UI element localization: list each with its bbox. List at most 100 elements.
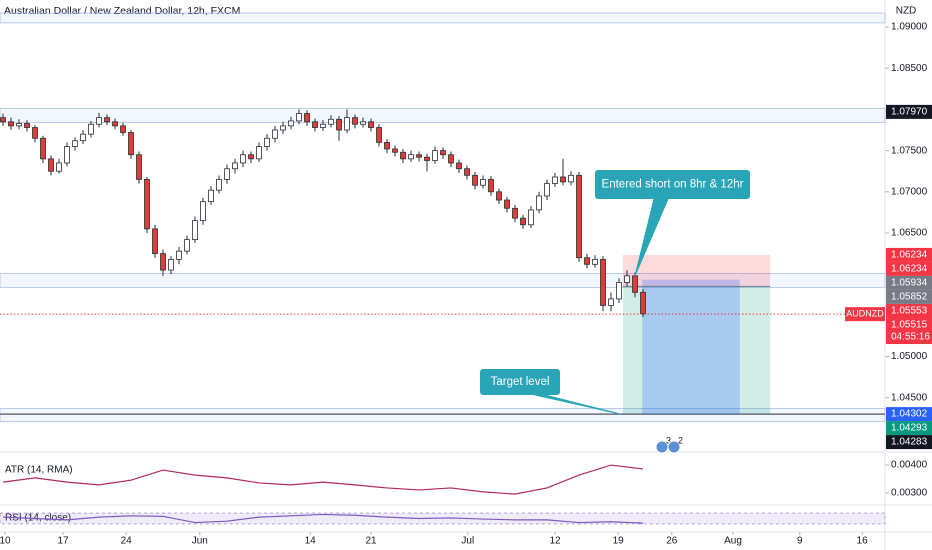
candle-body [456, 162, 462, 170]
candle-body [480, 179, 486, 186]
candle-body [376, 127, 382, 143]
candle-body [576, 174, 582, 259]
candle-body [336, 118, 342, 131]
price-tag [886, 421, 932, 436]
y-tick-label: 1.07500 [891, 145, 928, 156]
candle-body [312, 121, 318, 128]
symbol-label: AUDNZD [846, 309, 884, 319]
candle-body [152, 228, 158, 255]
x-tick-label: 9 [797, 536, 803, 547]
reward-zone [623, 286, 771, 415]
indicator-line [2, 464, 644, 495]
candle-body [96, 117, 102, 125]
price-tag-label: 1.07970 [891, 107, 928, 118]
candle-body [320, 123, 326, 128]
callout-text: Target level [491, 376, 550, 388]
candle-body [168, 258, 174, 271]
zone [0, 272, 886, 288]
candle-body [216, 179, 222, 191]
candle-body [264, 137, 270, 147]
candle-body [120, 125, 126, 133]
price-tag [886, 435, 932, 450]
candle-body [344, 117, 350, 131]
candle-body [416, 154, 422, 158]
candle-body [568, 174, 574, 183]
candle-body [520, 217, 526, 226]
candle-body [64, 146, 70, 164]
price-tag-label: 1.05515 [891, 320, 928, 331]
risk-zone [623, 254, 771, 287]
x-tick-label: Jun [192, 536, 208, 547]
candle-body [400, 151, 406, 160]
price-tag-label: 1.04283 [891, 437, 928, 448]
zone [0, 108, 886, 123]
countdown: 04:55:16 [891, 332, 930, 343]
candle-body [40, 137, 46, 160]
candle-body [448, 154, 454, 164]
candle-body [200, 201, 206, 222]
candle-body [424, 156, 430, 161]
candle-body [512, 207, 518, 219]
candle-body [160, 253, 166, 271]
candle-body [496, 191, 502, 201]
candle-body [48, 158, 54, 172]
chart-title: Australian Dollar / New Zealand Dollar, … [4, 5, 240, 17]
candle-body [632, 275, 638, 293]
y-tick-label: 0.00400 [891, 460, 928, 471]
candle-body [608, 298, 614, 306]
candle-body [392, 148, 398, 153]
price-tag-label: 1.05934 [891, 278, 928, 289]
candle-body [560, 176, 566, 183]
candle-body [352, 117, 358, 125]
candle-body [616, 282, 622, 300]
price-tag [886, 275, 932, 290]
y-tick-label: 0.00300 [891, 488, 928, 499]
badge [667, 440, 681, 454]
indicator-line [2, 513, 644, 524]
candle-body [136, 154, 142, 180]
candle-body [24, 123, 30, 128]
y-tick-label: 1.04500 [891, 392, 928, 403]
candle-body [272, 129, 278, 139]
candle-body [176, 250, 182, 260]
x-tick-label: Aug [724, 536, 742, 547]
x-tick-label: 17 [57, 536, 69, 547]
candle-body [552, 176, 558, 184]
candle-body [592, 258, 598, 265]
candle-body [232, 162, 238, 170]
candle-body [408, 154, 414, 160]
symbol-tag [845, 307, 885, 322]
candle-body [624, 275, 630, 283]
candle-body [56, 162, 62, 172]
x-tick-label: 19 [613, 536, 625, 547]
candle-body [536, 195, 542, 211]
price-tag [886, 247, 932, 262]
price-tag-label: 1.04293 [891, 423, 928, 434]
x-tick-label: 12 [549, 536, 561, 547]
candle-body [80, 133, 86, 142]
x-tick-label: 10 [0, 536, 11, 547]
badge-label: 2 [678, 435, 683, 445]
price-tag [886, 304, 932, 319]
price-tag-label: 1.06234 [891, 264, 928, 275]
x-tick-label: 24 [121, 536, 133, 547]
zone [0, 12, 886, 24]
y-tick-label: 1.09000 [891, 22, 928, 33]
x-tick-label: 26 [666, 536, 678, 547]
x-tick-label: Jul [461, 536, 474, 547]
price-tag [886, 104, 932, 119]
candle-body [584, 257, 590, 265]
candle-body [8, 121, 14, 127]
x-tick-label: 14 [305, 536, 317, 547]
candle-body [360, 121, 366, 125]
price-tag [886, 289, 932, 304]
candle-body [248, 154, 254, 160]
candle-body [0, 117, 6, 123]
candle-body [384, 141, 390, 150]
candle-body [144, 179, 150, 230]
candle-body [192, 220, 198, 240]
candle-body [600, 258, 606, 306]
atr-title: ATR (14, RMA) [5, 465, 73, 476]
candle-body [256, 146, 262, 160]
